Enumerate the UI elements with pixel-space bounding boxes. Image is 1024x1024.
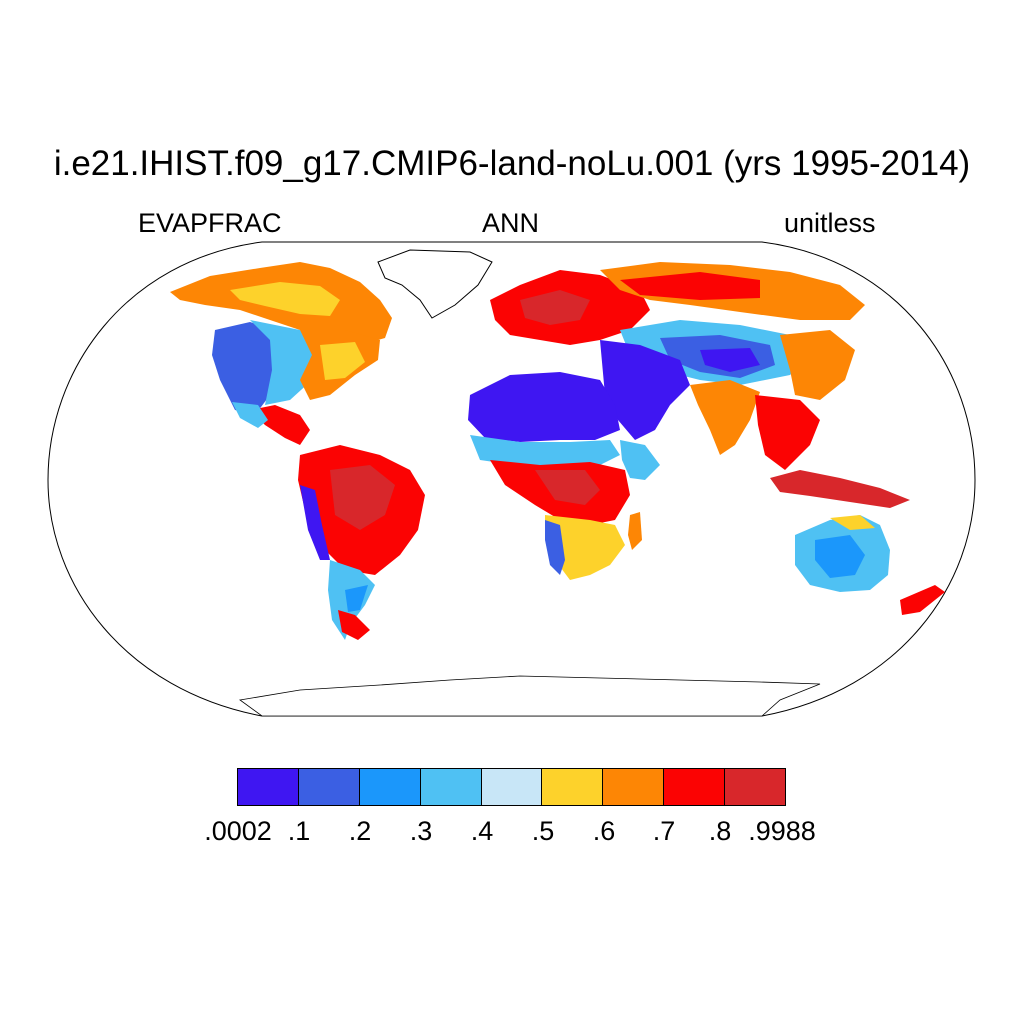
colorbar-swatch-5: [481, 769, 543, 805]
indonesia: [770, 470, 910, 508]
plot-title: i.e21.IHIST.f09_g17.CMIP6-land-noLu.001 …: [53, 144, 971, 183]
mexico: [232, 402, 268, 428]
india: [690, 380, 760, 455]
colorbar-tick: .8: [708, 816, 732, 846]
colorbar-swatch-7: [603, 769, 665, 805]
south-america-tip: [338, 610, 370, 640]
greenland: [377, 249, 493, 319]
colorbar-tick: .6: [592, 816, 616, 846]
colorbar-tick: .7: [652, 816, 676, 846]
asia-siberia: [620, 272, 760, 300]
south-america-south-2: [345, 585, 368, 612]
north-america-tundra: [230, 282, 340, 316]
south-america-west-coast: [300, 485, 330, 560]
season-label: ANN: [482, 208, 540, 238]
colorbar-tick: .3: [409, 816, 433, 846]
colorbar-swatch-1: [238, 769, 299, 805]
australia-north: [830, 515, 875, 530]
colorbar-tick: .2: [348, 816, 372, 846]
africa-sahel: [470, 435, 620, 465]
australia-interior: [815, 535, 865, 578]
colorbar-swatch-6: [542, 769, 604, 805]
colorbar-swatch-9: [725, 769, 786, 805]
colorbar-tick: .9988: [748, 816, 816, 846]
colorbar-swatch-2: [298, 769, 360, 805]
new-zealand: [900, 585, 945, 615]
colorbar-tick: .0002: [204, 816, 272, 846]
colorbar-tick: .4: [470, 816, 494, 846]
africa-south: [545, 515, 625, 580]
africa-north: [468, 372, 620, 442]
colorbar-swatch-8: [664, 769, 726, 805]
middle-east: [600, 340, 690, 440]
colorbar: [237, 768, 786, 806]
colorbar-tick: .5: [531, 816, 555, 846]
colorbar-swatch-3: [359, 769, 421, 805]
africa-south-west: [545, 520, 565, 575]
africa-congo: [535, 470, 600, 505]
asia-gobi: [700, 348, 760, 372]
colorbar-swatch-4: [420, 769, 482, 805]
variable-label: EVAPFRAC: [138, 208, 282, 238]
north-america-east-2: [320, 342, 365, 380]
asia-east: [780, 330, 855, 400]
units-label: unitless: [784, 208, 876, 238]
colorbar-tick: .1: [287, 816, 311, 846]
north-america-west: [212, 322, 278, 415]
south-east-asia: [755, 395, 820, 470]
central-america: [250, 405, 310, 445]
antarctica: [238, 675, 821, 717]
africa-horn: [620, 440, 660, 480]
europe-dark: [520, 290, 590, 325]
madagascar: [628, 512, 642, 550]
south-america-amazon-dark: [330, 465, 395, 530]
